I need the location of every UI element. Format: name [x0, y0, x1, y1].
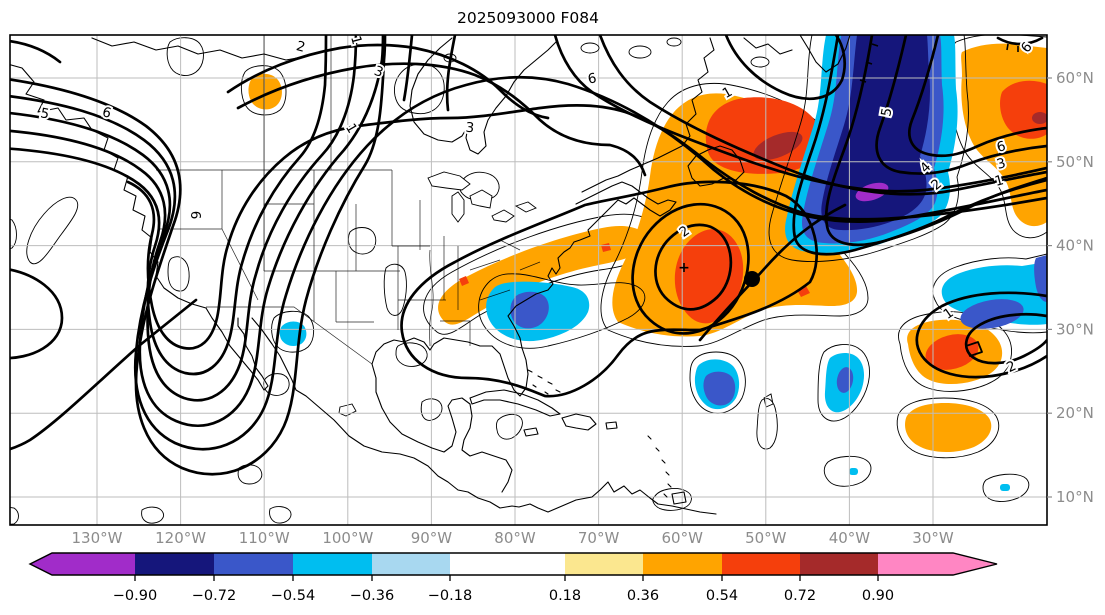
colorbar-segment — [722, 553, 800, 575]
contour-label: 3 — [465, 120, 475, 137]
colorbar-segment — [293, 553, 372, 575]
colorbar-tick-label: 0.54 — [706, 588, 738, 604]
colorbar-segment — [800, 553, 878, 575]
contour-label: 6 — [187, 211, 203, 220]
x-axis-labels: 130°W 120°W 110°W 100°W 90°W 80°W 70°W 60°W 50°W… — [72, 529, 954, 547]
colorbar-tick-label: 0.18 — [549, 588, 581, 604]
colorbar-tick-label: −0.18 — [428, 588, 472, 604]
colorbar-left-arrow — [30, 553, 52, 575]
colorbar-outline — [28, 552, 998, 576]
y-tick-label: 60°N — [1056, 69, 1094, 87]
y-tick-label: 50°N — [1056, 153, 1094, 171]
y-axis-labels: 60°N 50°N 40°N 30°N 20°N 10°N — [1047, 69, 1094, 506]
colorbar-segment — [643, 553, 722, 575]
x-tick-label: 120°W — [155, 529, 206, 547]
x-tick-label: 60°W — [661, 529, 703, 547]
colorbar-segment — [450, 553, 565, 575]
colorbar-segment — [214, 553, 293, 575]
colorbar-segment — [52, 553, 135, 575]
x-tick-label: 130°W — [72, 529, 123, 547]
y-tick-label: 30°N — [1056, 320, 1094, 338]
colorbar-tick-label: −0.90 — [113, 588, 157, 604]
chart-title: 2025093000 F084 — [457, 9, 599, 27]
x-tick-label: 110°W — [239, 529, 290, 547]
plus-marker: + — [678, 260, 690, 276]
y-tick-label: 20°N — [1056, 404, 1094, 422]
colorbar-tick-label: 0.36 — [627, 588, 659, 604]
map-frame — [9, 34, 1048, 526]
x-tick-label: 90°W — [411, 529, 453, 547]
colorbar-tick-label: 0.72 — [784, 588, 816, 604]
x-tick-label: 70°W — [578, 529, 620, 547]
coastlines — [10, 35, 851, 515]
x-tick-label: 80°W — [494, 529, 536, 547]
colorbar-segment — [372, 553, 450, 575]
colorbar-tick-label: −0.54 — [271, 588, 315, 604]
colorbar: −0.90 −0.72 −0.54 −0.36 −0.18 0.18 0.36 0.54 0.7… — [28, 552, 998, 604]
colorbar-segment — [878, 553, 953, 575]
colorbar-tick-label: 0.90 — [862, 588, 894, 604]
x-tick-label: 30°W — [912, 529, 954, 547]
state-borders — [156, 35, 541, 365]
contour-lines — [10, 35, 1047, 476]
x-tick-label: 50°W — [745, 529, 787, 547]
y-tick-label: 10°N — [1056, 488, 1094, 506]
x-tick-label: 40°W — [829, 529, 871, 547]
colorbar-right-arrow — [953, 553, 997, 575]
colorbar-segment — [565, 553, 643, 575]
x-tick-label: 100°W — [322, 529, 373, 547]
colorbar-tick-label: −0.72 — [192, 588, 236, 604]
colorbar-segment — [135, 553, 214, 575]
y-tick-label: 40°N — [1056, 237, 1094, 255]
colorbar-tick-label: −0.36 — [350, 588, 394, 604]
storm-position-dot — [744, 271, 760, 287]
